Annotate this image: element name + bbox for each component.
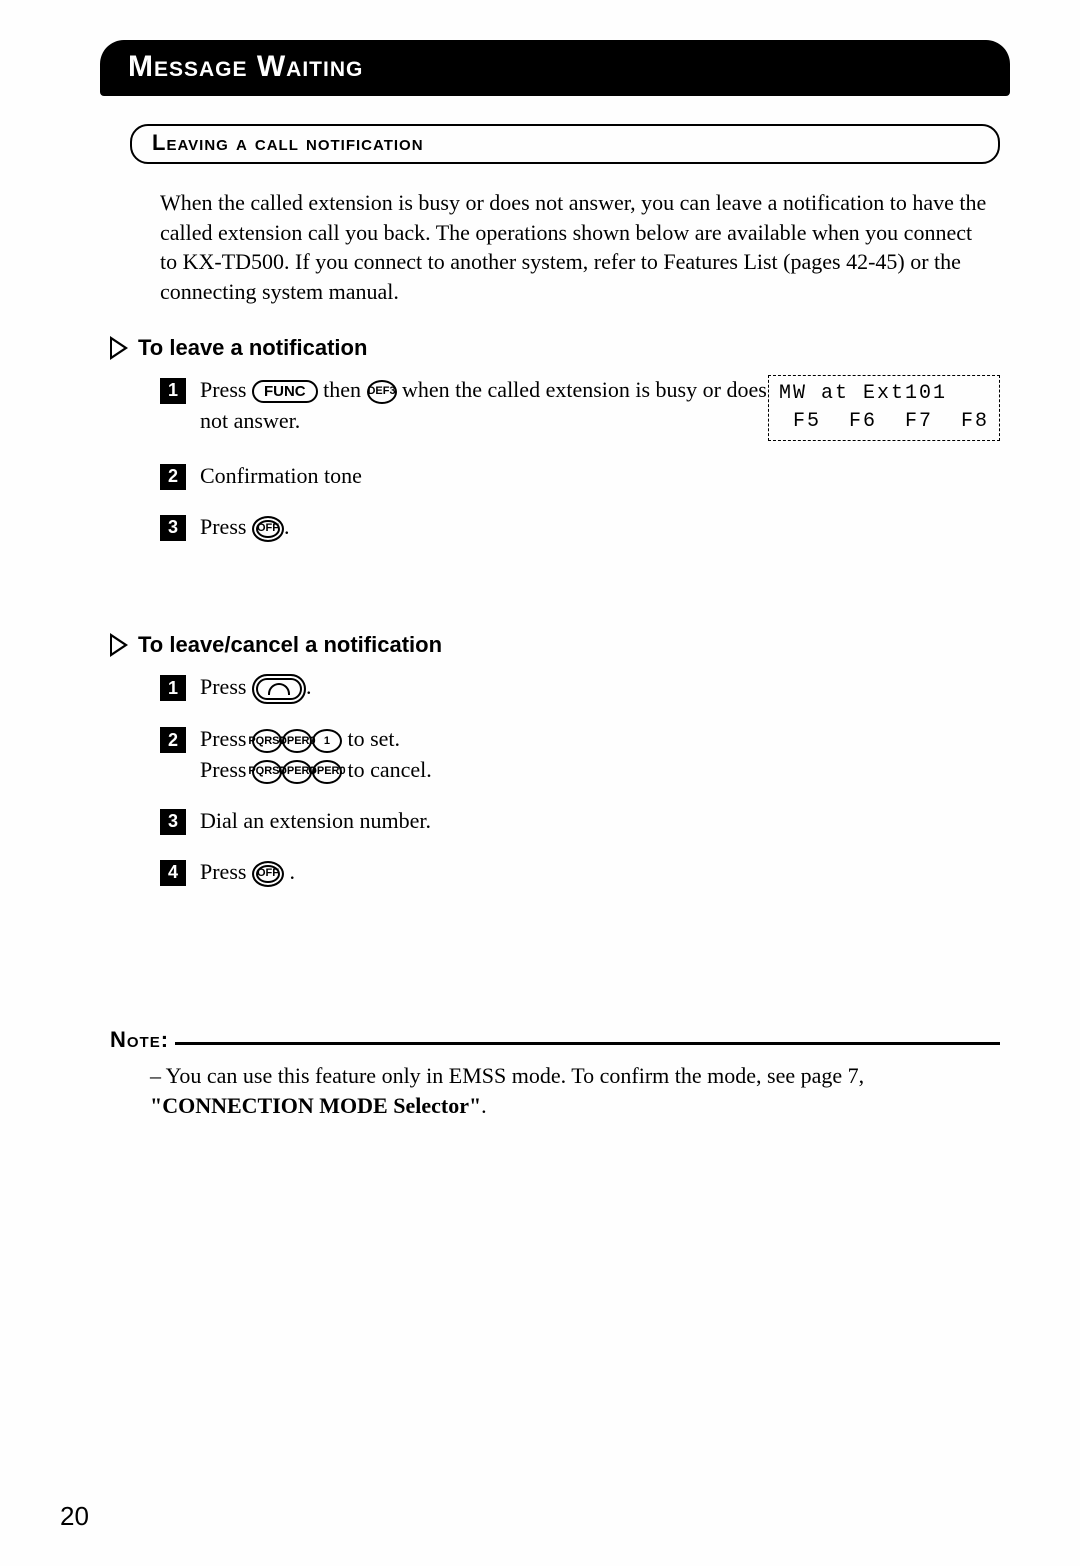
step-text: to cancel.: [342, 757, 432, 782]
step-text: .: [306, 674, 312, 699]
step-text: Press: [200, 726, 252, 751]
header-bar: Message Waiting: [100, 40, 1010, 96]
off-key: OFF: [252, 516, 284, 542]
lcd-display: MW at Ext101 F5 F6 F7 F8: [768, 375, 1000, 441]
leave-step-2: 2 Confirmation tone: [160, 461, 1010, 492]
step-number: 2: [160, 464, 186, 490]
note-rule: [175, 1042, 1000, 1045]
step-text: .: [284, 514, 290, 539]
step-text: then: [318, 377, 367, 402]
step-number: 1: [160, 675, 186, 701]
section-title: Leaving a call notification: [152, 130, 424, 155]
step-number: 2: [160, 727, 186, 753]
step-text: Confirmation tone: [200, 461, 1010, 492]
oper0-key: OPER0: [312, 760, 342, 784]
note-bold: "CONNECTION MODE Selector": [150, 1093, 481, 1118]
triangle-icon: [110, 633, 128, 657]
step-text: Press: [200, 757, 252, 782]
step-text: Press: [200, 377, 252, 402]
step-text: .: [284, 859, 295, 884]
section-heading-box: Leaving a call notification: [130, 124, 1000, 164]
one-key: 1: [312, 729, 342, 753]
note-text: .: [481, 1093, 487, 1118]
step-text: Press: [200, 674, 252, 699]
header-title: Message Waiting: [128, 50, 363, 83]
func-key: FUNC: [252, 380, 318, 404]
triangle-icon: [110, 336, 128, 360]
subheading-leave: To leave a notification: [110, 335, 1010, 361]
cancel-step-2: 2 Press PQRS7OPER01 to set. Press PQRS7O…: [160, 724, 1010, 786]
step-number: 4: [160, 860, 186, 886]
off-key: OFF: [252, 861, 284, 887]
leave-step-1: 1 MW at Ext101 F5 F6 F7 F8 Press FUNC th…: [160, 375, 1010, 441]
lcd-line-1: MW at Ext101: [779, 382, 947, 405]
subheading-leave-cancel-title: To leave/cancel a notification: [138, 632, 442, 658]
cancel-step-3: 3 Dial an extension number.: [160, 806, 1010, 837]
oper0-key: OPER0: [282, 729, 312, 753]
step-number: 3: [160, 515, 186, 541]
step-text: Press: [200, 859, 252, 884]
step-number: 3: [160, 809, 186, 835]
talk-key: [252, 674, 306, 704]
note-text: – You can use this feature only in EMSS …: [150, 1063, 864, 1088]
def3-key: DEF3: [367, 380, 397, 404]
step-text: Press: [200, 514, 252, 539]
cancel-step-4: 4 Press OFF .: [160, 857, 1010, 888]
step-number: 1: [160, 378, 186, 404]
lcd-line-2: F5 F6 F7 F8: [779, 410, 989, 433]
note-body: – You can use this feature only in EMSS …: [150, 1061, 990, 1120]
note-heading: Note:: [110, 1027, 1000, 1053]
step-text: Dial an extension number.: [200, 806, 1010, 837]
subheading-leave-cancel: To leave/cancel a notification: [110, 632, 1010, 658]
leave-step-3: 3 Press OFF.: [160, 512, 1010, 543]
subheading-leave-title: To leave a notification: [138, 335, 367, 361]
note-label: Note:: [110, 1027, 169, 1053]
intro-paragraph: When the called extension is busy or doe…: [160, 188, 990, 307]
step-text: to set.: [342, 726, 400, 751]
page-number: 20: [60, 1501, 89, 1532]
handset-icon: [268, 683, 290, 695]
cancel-step-1: 1 Press .: [160, 672, 1010, 704]
